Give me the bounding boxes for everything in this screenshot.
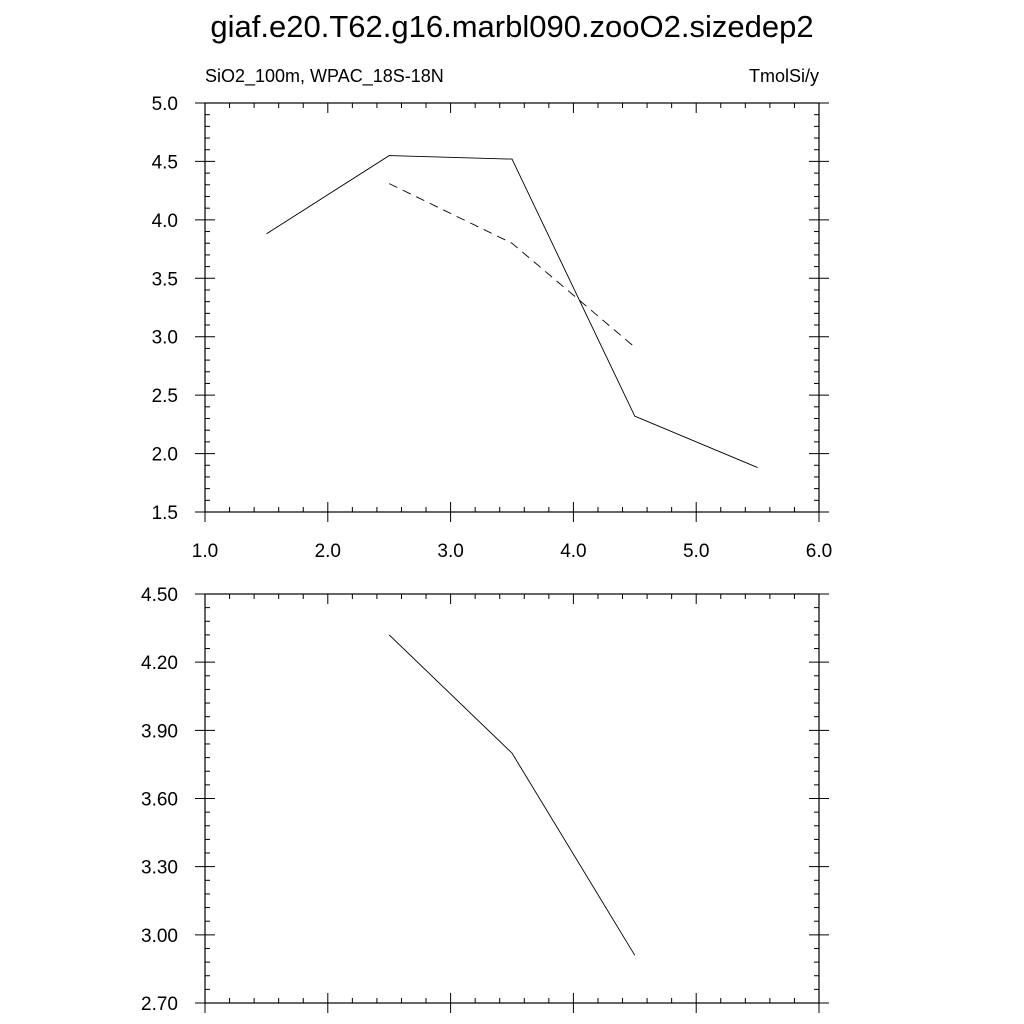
- top-y-tick-label: 4.0: [152, 211, 178, 232]
- top-plot-area: 1.0 2.0 3.0 4.0 5.0 6.0 1.5 2.0 2.5 3.0 3.5 4.0 4.5 5…: [152, 94, 833, 562]
- top-x-tick-label: 4.0: [560, 541, 586, 562]
- top-panel: SiO2_100m, WPAC_18S-18N TmolSi/y 1.0 2.0 3…: [152, 66, 833, 562]
- bottom-y-tick-label: 3.90: [141, 721, 178, 742]
- top-x-tick-label: 6.0: [806, 541, 832, 562]
- top-x-tick-label: 5.0: [683, 541, 709, 562]
- top-plot-frame: [204, 102, 820, 513]
- bottom-plot-frame: [204, 593, 820, 1004]
- top-series-dashed-line: [389, 183, 636, 348]
- top-y-tick-label: 3.0: [152, 328, 178, 349]
- top-y-tick-label: 2.5: [152, 386, 178, 407]
- bottom-plot-area: 2.70 3.00 3.30 3.60 3.90 4.20 4.50: [141, 585, 829, 1015]
- bottom-y-tick-label: 3.30: [141, 858, 178, 879]
- top-y-tick-label: 5.0: [152, 94, 178, 115]
- bottom-panel: 2.70 3.00 3.30 3.60 3.90 4.20 4.50: [141, 585, 829, 1015]
- top-y-tick-label: 1.5: [152, 503, 178, 524]
- top-x-tick-label: 1.0: [192, 541, 218, 562]
- figure-title: giaf.e20.T62.g16.marbl090.zooO2.sizedep2: [210, 9, 813, 44]
- top-y-tick-label: 4.5: [152, 152, 178, 173]
- top-y-tick-label: 2.0: [152, 445, 178, 466]
- bottom-y-tick-label: 4.20: [141, 653, 178, 674]
- top-panel-left-label: SiO2_100m, WPAC_18S-18N: [205, 66, 444, 87]
- bottom-y-tick-label: 2.70: [141, 994, 178, 1015]
- bottom-y-tick-label: 3.60: [141, 790, 178, 811]
- bottom-y-tick-label: 4.50: [141, 585, 178, 606]
- top-x-tick-label: 2.0: [315, 541, 341, 562]
- top-x-tick-label: 3.0: [437, 541, 463, 562]
- bottom-y-tick-label: 3.00: [141, 926, 178, 947]
- top-panel-right-label: TmolSi/y: [749, 66, 819, 86]
- top-series-solid-line: [266, 155, 758, 469]
- top-y-tick-label: 3.5: [152, 269, 178, 290]
- bottom-series-solid-line: [388, 634, 636, 956]
